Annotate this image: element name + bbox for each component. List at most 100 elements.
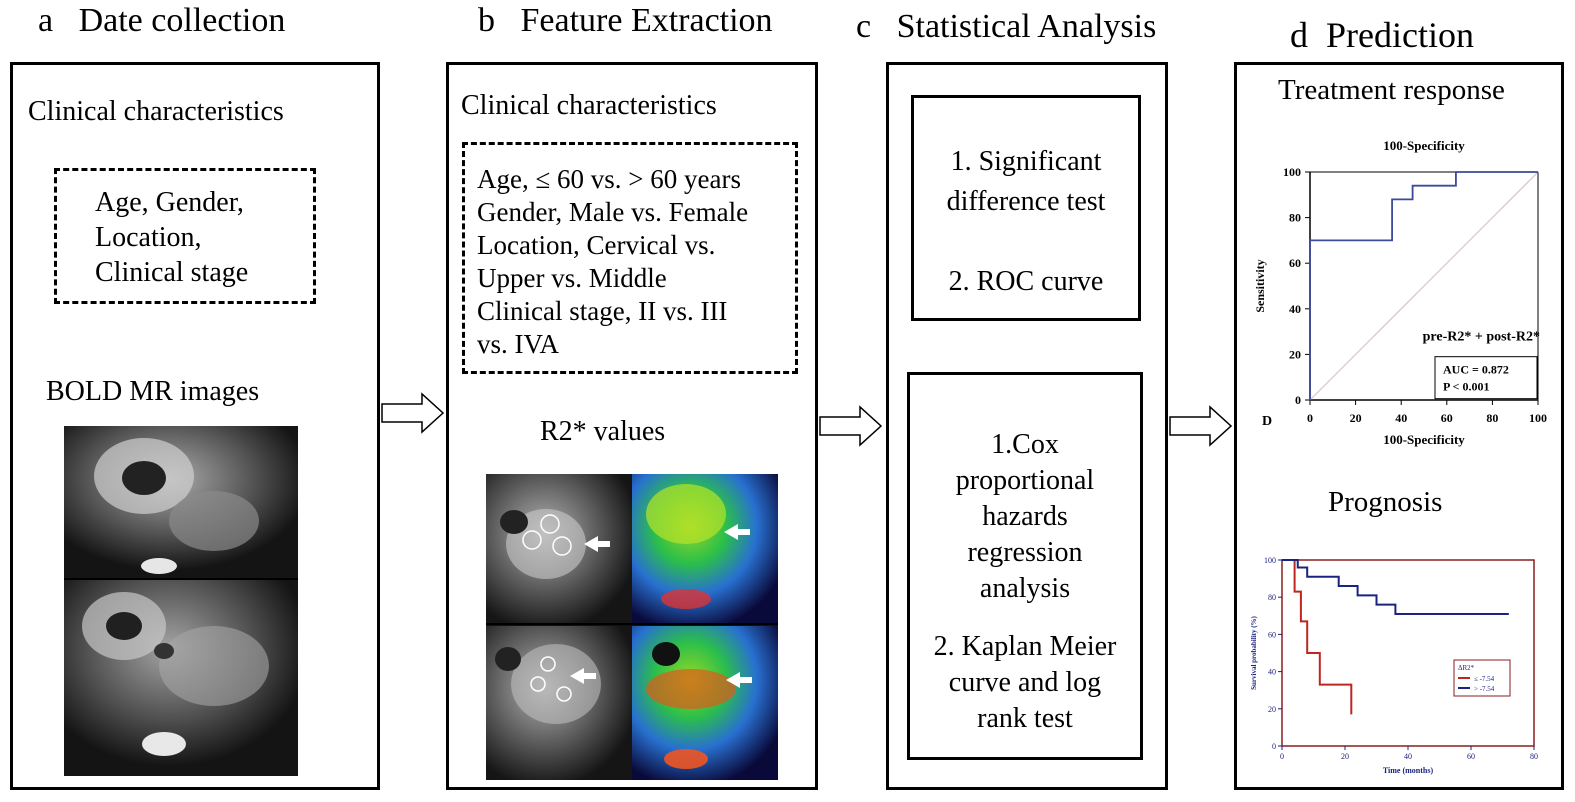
auc-annotation: P < 0.001 xyxy=(1443,380,1490,394)
panel-c-box-2-line: regression xyxy=(967,537,1083,568)
y-axis-label: Survival probability (%) xyxy=(1250,615,1258,689)
panel-a-letter: a xyxy=(38,2,54,39)
panel-c-box-2: 1.Cox proportional hazards regression an… xyxy=(907,372,1143,760)
panel-a-characteristics-box: Age, Gender, Location, Clinical stage xyxy=(54,168,316,304)
panel-c-letter: c xyxy=(856,8,872,45)
x-tick-label: 100 xyxy=(1529,411,1547,425)
panel-b-box-line: Location, Cervical vs. xyxy=(477,230,716,260)
panel-c-box-2-line xyxy=(910,607,1140,629)
reference-diagonal xyxy=(1309,171,1539,401)
panel-d-title: Prediction xyxy=(1326,15,1474,55)
panel-c-box-1: 1. Significant difference test 2. ROC cu… xyxy=(911,95,1141,321)
y-tick-label: 100 xyxy=(1283,165,1301,179)
arrow-right-icon xyxy=(819,405,883,447)
survival-curve xyxy=(1282,559,1353,715)
panel-c-box-2-line: curve and log xyxy=(948,667,1102,698)
panel-b-image-label: R2* values xyxy=(540,416,666,447)
x-tick-label: 20 xyxy=(1341,752,1349,761)
x-tick-label: 40 xyxy=(1395,411,1407,425)
panel-a xyxy=(10,62,380,790)
panel-a-heading: a Date collection xyxy=(38,2,285,40)
x-tick-label: 0 xyxy=(1280,752,1284,761)
panel-c-box-2-line: hazards xyxy=(982,501,1068,532)
r2-value-images xyxy=(486,474,778,780)
panel-c-box-1-line xyxy=(914,222,1138,262)
panel-c-box-2-line: proportional xyxy=(955,465,1095,496)
panel-d-letter: d xyxy=(1290,15,1308,55)
panel-c-title: Statistical Analysis xyxy=(896,8,1157,45)
arrow-right-icon xyxy=(381,392,445,434)
auc-box xyxy=(1434,356,1538,400)
panel-d-heading: d Prediction xyxy=(1290,14,1474,56)
panel-a-title: Date collection xyxy=(78,2,286,39)
legend-label: ≤ -7.54 xyxy=(1474,675,1495,683)
x-tick-label: 40 xyxy=(1404,752,1412,761)
bold-mr-image xyxy=(64,426,298,776)
panel-label: D xyxy=(1262,414,1272,429)
legend-label: > -7.54 xyxy=(1474,685,1495,693)
survival-curve xyxy=(1282,559,1509,615)
panel-b-subtitle: Clinical characteristics xyxy=(461,90,717,121)
roc-chart: 100-Specificity 0 20 40 60 80 100 0 20 40 60 80 100 1… xyxy=(1253,138,1547,447)
panel-d xyxy=(1234,62,1564,790)
panel-b xyxy=(446,62,818,790)
panel-b-box-line: Upper vs. Middle xyxy=(477,263,667,293)
legend-title: ΔR2* xyxy=(1458,664,1475,672)
x-tick-label: 0 xyxy=(1307,411,1313,425)
panel-c-box-1-line: difference test xyxy=(946,186,1106,217)
y-tick-label: 80 xyxy=(1289,211,1301,225)
chart-title: 100-Specificity xyxy=(1383,138,1465,153)
panel-a-image-label: BOLD MR images xyxy=(46,376,260,407)
y-axis-label: Sensitivity xyxy=(1253,259,1267,312)
panel-d-sub2: Prognosis xyxy=(1328,486,1443,518)
y-tick-label: 100 xyxy=(1264,556,1276,565)
panel-a-box-line: Location, xyxy=(95,222,202,253)
panel-b-heading: b Feature Extraction xyxy=(478,2,773,40)
panel-d-sub1: Treatment response xyxy=(1278,74,1505,106)
panel-c-box-2-line: analysis xyxy=(979,573,1071,604)
y-tick-label: 0 xyxy=(1295,393,1301,407)
panel-b-characteristics-box: Age, ≤ 60 vs. > 60 years Gender, Male vs… xyxy=(462,142,798,374)
x-tick-label: 60 xyxy=(1467,752,1475,761)
arrow-right-icon xyxy=(1169,405,1233,447)
panel-b-box-line: Clinical stage, II vs. III xyxy=(477,296,728,326)
y-tick-label: 0 xyxy=(1272,742,1276,751)
panel-c-box-2-line: 1.Cox xyxy=(991,429,1059,460)
panel-b-box-line: vs. IVA xyxy=(477,329,560,359)
panel-a-box-line: Clinical stage xyxy=(95,257,249,288)
y-tick-label: 80 xyxy=(1268,593,1276,602)
x-tick-label: 60 xyxy=(1441,411,1453,425)
y-tick-label: 20 xyxy=(1289,347,1301,361)
panel-a-subtitle: Clinical characteristics xyxy=(28,96,284,127)
x-axis-label: 100-Specificity xyxy=(1383,432,1465,447)
panel-b-title: Feature Extraction xyxy=(520,2,773,39)
x-tick-label: 80 xyxy=(1486,411,1498,425)
y-tick-label: 60 xyxy=(1268,630,1276,639)
x-tick-label: 20 xyxy=(1350,411,1362,425)
panel-c xyxy=(886,62,1168,790)
x-tick-label: 80 xyxy=(1530,752,1538,761)
y-tick-label: 60 xyxy=(1289,256,1301,270)
panel-c-box-1-text: 1. Significant difference test 2. ROC cu… xyxy=(914,142,1138,302)
y-tick-label: 40 xyxy=(1289,302,1301,316)
panel-a-box-text: Age, Gender, Location, Clinical stage xyxy=(95,185,248,290)
panel-c-box-1-line: 2. ROC curve xyxy=(948,266,1104,297)
panel-c-box-2-line: rank test xyxy=(977,703,1073,734)
y-tick-label: 40 xyxy=(1268,668,1276,677)
panel-c-box-2-text: 1.Cox proportional hazards regression an… xyxy=(910,427,1140,737)
r2-value-images-graphic xyxy=(486,474,778,780)
panel-b-box-line: Gender, Male vs. Female xyxy=(477,197,749,227)
auc-annotation: AUC = 0.872 xyxy=(1443,363,1509,377)
y-tick-label: 20 xyxy=(1268,705,1276,714)
panel-b-box-line: Age, ≤ 60 vs. > 60 years xyxy=(477,164,742,194)
panel-b-box-text: Age, ≤ 60 vs. > 60 years Gender, Male vs… xyxy=(477,163,789,361)
kaplan-meier-chart: 0 20 40 60 80 100 0 20 40 60 80 Time (months) Surviv… xyxy=(1250,556,1538,775)
panel-b-letter: b xyxy=(478,2,495,39)
panel-c-heading: c Statistical Analysis xyxy=(856,8,1156,46)
roc-curve xyxy=(1309,171,1538,400)
panel-c-box-1-line: 1. Significant xyxy=(950,146,1102,177)
panel-a-box-line: Age, Gender, xyxy=(95,187,244,218)
panel-c-box-2-line: 2. Kaplan Meier xyxy=(933,631,1117,662)
x-axis-label: Time (months) xyxy=(1383,766,1434,775)
series-label: pre-R2* + post-R2* xyxy=(1423,330,1540,345)
